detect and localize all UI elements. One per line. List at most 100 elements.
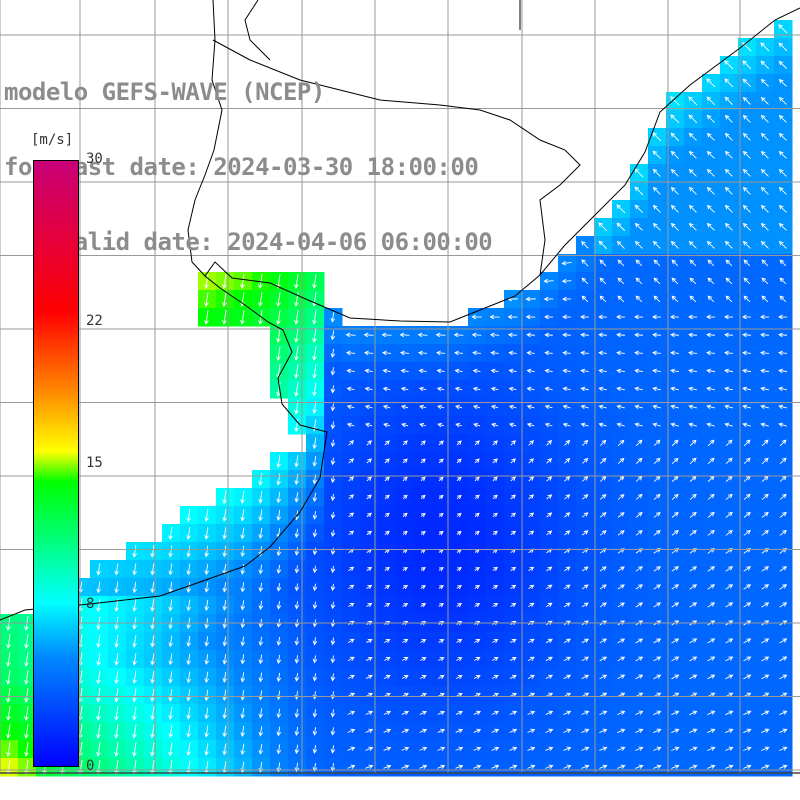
- wind-arrow: [563, 566, 571, 572]
- wind-arrow: [561, 278, 572, 284]
- wind-arrow: [419, 728, 428, 734]
- wind-arrow: [653, 710, 662, 716]
- wind-arrow: [312, 292, 317, 307]
- wind-arrow: [400, 368, 409, 374]
- wind-arrow: [671, 674, 680, 680]
- coastline-main: [0, 7, 800, 621]
- wind-arrow: [546, 476, 553, 482]
- colorbar-tick-label: 0: [86, 758, 95, 774]
- wind-arrow: [688, 368, 698, 374]
- wind-arrow: [743, 529, 751, 536]
- wind-arrow: [508, 404, 517, 410]
- wind-arrow: [670, 240, 679, 249]
- wind-arrow: [581, 746, 590, 751]
- wind-arrow: [617, 764, 626, 769]
- wind-arrow: [456, 458, 462, 464]
- wind-arrow: [526, 422, 535, 428]
- wind-arrow: [382, 368, 391, 374]
- wind-arrow: [401, 764, 410, 769]
- wind-arrow: [707, 277, 715, 285]
- wind-arrow: [707, 259, 715, 267]
- wind-arrow: [364, 386, 373, 392]
- wind-arrow: [330, 348, 336, 358]
- wind-arrow: [689, 710, 698, 716]
- wind-arrow: [294, 583, 300, 592]
- wind-arrow: [400, 350, 410, 356]
- wind-arrow: [671, 277, 679, 285]
- wind-arrow: [707, 746, 716, 751]
- wind-arrow: [707, 638, 716, 644]
- wind-arrow: [240, 636, 246, 647]
- wind-arrow: [456, 603, 463, 608]
- wind-arrow: [653, 656, 662, 662]
- wind-arrow: [294, 744, 300, 755]
- wind-arrow: [454, 386, 463, 392]
- wind-arrow: [294, 364, 299, 379]
- wind-arrow: [276, 744, 282, 755]
- wind-arrow: [150, 635, 155, 648]
- wind-arrow: [743, 439, 751, 447]
- wind-arrow: [635, 566, 643, 572]
- wind-arrow: [132, 563, 137, 576]
- wind-arrow: [96, 563, 101, 576]
- wind-arrow: [653, 493, 661, 500]
- wind-arrow: [653, 439, 661, 447]
- wind-arrow: [346, 422, 355, 428]
- wind-arrow: [420, 585, 426, 590]
- wind-arrow: [779, 728, 788, 734]
- wind-arrow: [510, 512, 516, 518]
- wind-arrow: [258, 708, 264, 719]
- wind-arrow: [276, 454, 281, 468]
- wind-arrow: [634, 332, 643, 338]
- wind-arrow: [437, 728, 446, 734]
- wind-arrow: [671, 295, 679, 303]
- wind-arrow: [653, 295, 661, 303]
- wind-arrow: [634, 222, 643, 231]
- wind-arrow: [276, 672, 282, 683]
- wind-arrow: [688, 404, 697, 410]
- wind-arrow: [455, 710, 464, 716]
- wind-arrow: [635, 746, 644, 751]
- wind-arrow: [168, 563, 173, 576]
- wind-arrow: [6, 706, 11, 721]
- wind-arrow: [436, 386, 445, 392]
- wind-arrow: [634, 422, 643, 428]
- wind-arrow: [634, 386, 643, 392]
- wind-arrow: [132, 670, 137, 684]
- wind-arrow: [635, 512, 643, 518]
- wind-arrow: [402, 494, 408, 500]
- wind-arrow: [617, 259, 625, 267]
- wind-arrow: [581, 241, 589, 249]
- wind-arrow: [330, 745, 336, 754]
- wind-arrow: [544, 350, 553, 356]
- wind-arrow: [598, 222, 608, 232]
- wind-arrow: [365, 710, 374, 715]
- wind-arrow: [364, 404, 373, 410]
- wind-arrow: [383, 746, 392, 751]
- wind-arrow: [240, 582, 246, 593]
- wind-arrow: [617, 602, 625, 608]
- wind-arrow: [761, 493, 769, 500]
- wind-arrow: [472, 404, 481, 410]
- wind-arrow: [743, 493, 751, 500]
- wind-arrow: [635, 295, 643, 303]
- wind-arrow: [6, 652, 11, 667]
- wind-arrow: [617, 493, 625, 500]
- wind-arrow: [294, 382, 299, 397]
- wind-arrow: [652, 204, 661, 213]
- wind-arrow: [402, 458, 408, 464]
- wind-arrow: [545, 746, 554, 751]
- wind-arrow: [455, 674, 463, 680]
- wind-arrow: [635, 493, 643, 500]
- wind-arrow: [580, 332, 589, 338]
- wind-arrow: [707, 674, 716, 680]
- wind-arrow: [150, 742, 155, 757]
- wind-arrow: [96, 670, 101, 685]
- wind-arrow: [725, 764, 734, 769]
- wind-arrow: [599, 277, 607, 285]
- wind-arrow: [382, 404, 391, 410]
- wind-arrow: [743, 511, 751, 518]
- wind-arrow: [258, 491, 263, 504]
- wind-arrow: [437, 710, 446, 716]
- wind-arrow: [688, 386, 698, 392]
